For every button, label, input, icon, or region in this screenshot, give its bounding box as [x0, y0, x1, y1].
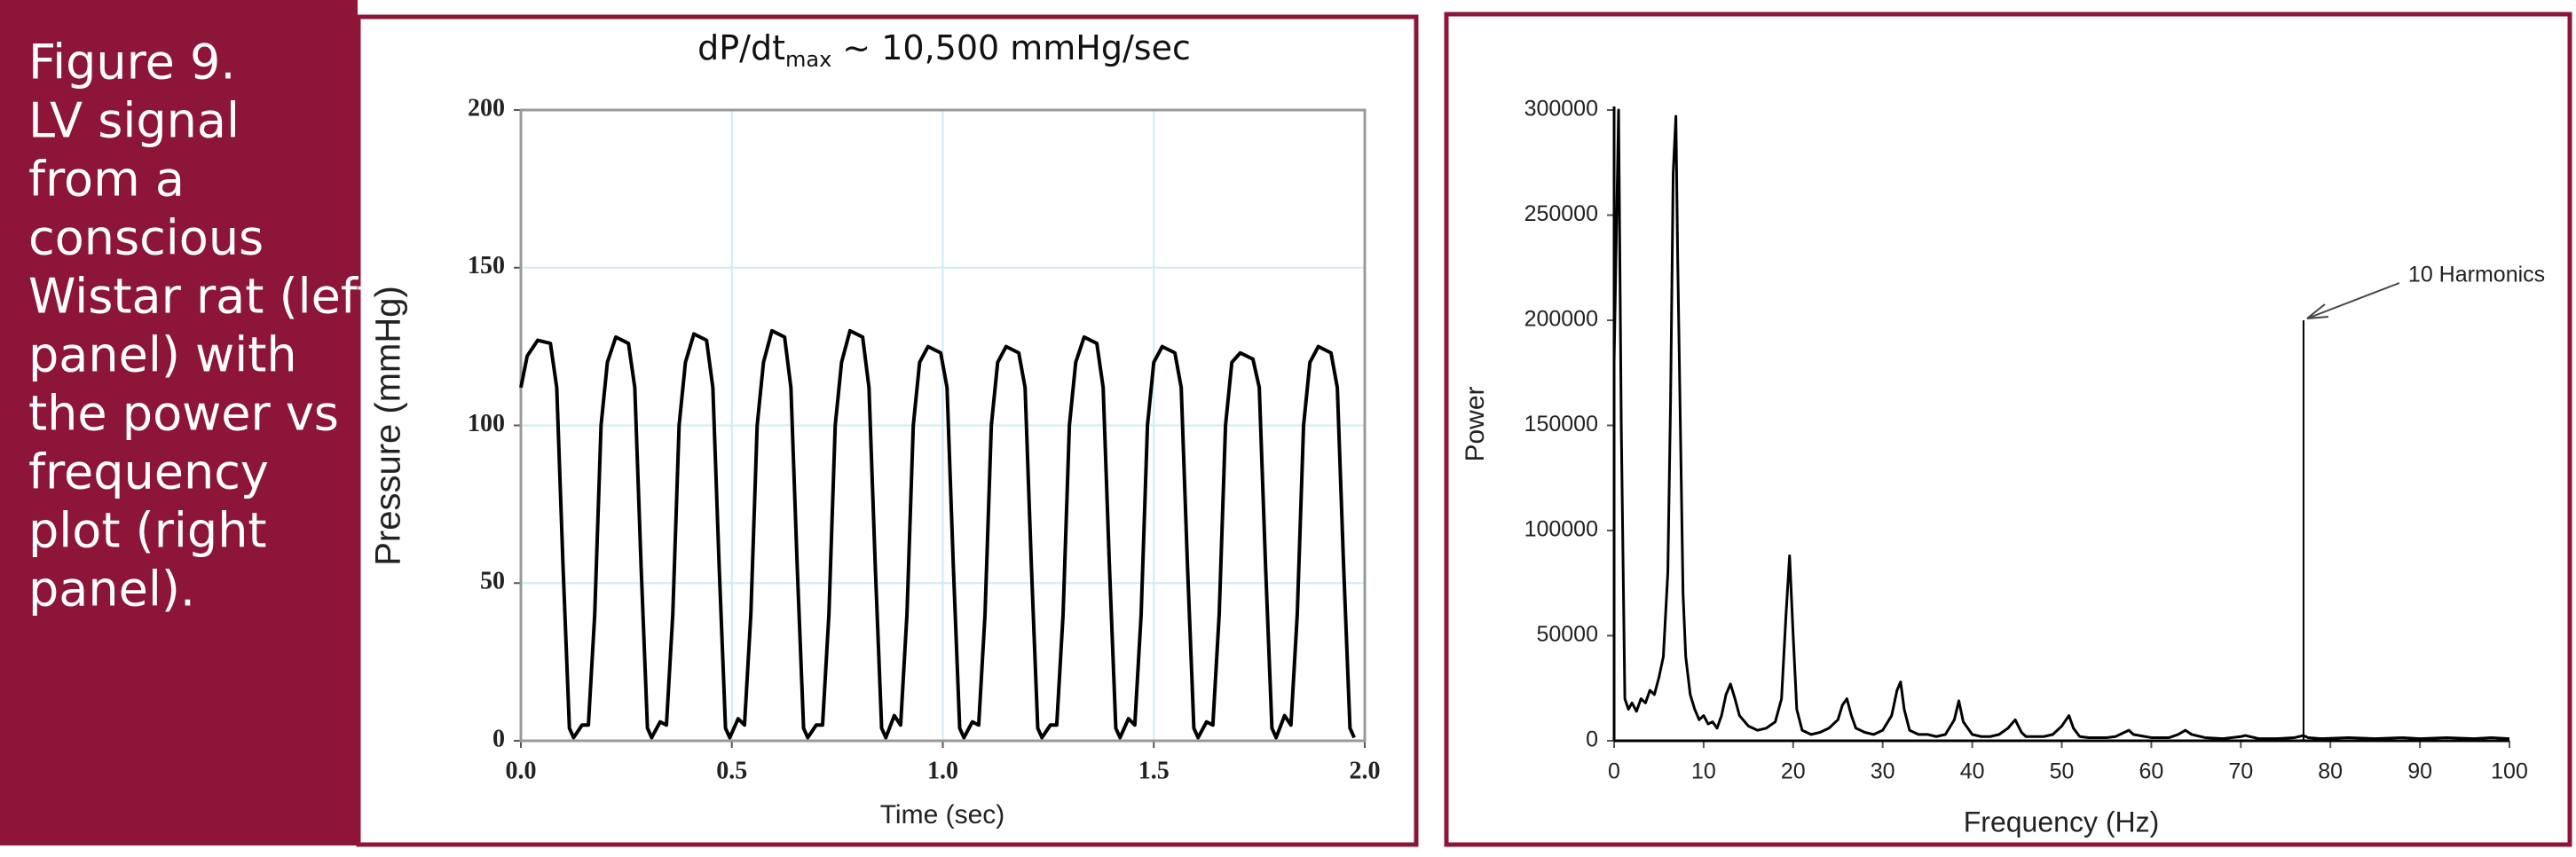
caption-line: from a [28, 152, 185, 208]
x-tick-label: 0.5 [716, 757, 747, 784]
x-axis-label: Frequency (Hz) [1964, 806, 2160, 837]
y-tick-label: 100 [468, 410, 505, 437]
data-line [519, 328, 1356, 740]
title-sub: max [785, 47, 831, 72]
y-tick-label: 50 [480, 568, 505, 595]
caption-line: LV signal [28, 93, 240, 149]
y-tick-label: 100000 [1524, 517, 1598, 542]
y-tick-label: 0 [1586, 727, 1598, 752]
y-axis-label: Power [1461, 386, 1490, 461]
y-tick-label: 50000 [1536, 622, 1598, 647]
caption-line: panel). [28, 562, 195, 617]
title-rest: ~ 10,500 mmHg/sec [842, 28, 1191, 67]
x-tick-label: 50 [2050, 759, 2075, 784]
data-line [1612, 108, 2510, 741]
x-tick-label: 10 [1691, 759, 1716, 784]
x-tick-label: 60 [2139, 759, 2163, 784]
caption-line: frequency [28, 444, 269, 500]
y-axis-label: Pressure (mmHg) [369, 286, 408, 566]
caption-line: Wistar rat (left [28, 269, 375, 325]
right-panel-border [1444, 12, 2572, 847]
x-tick-label: 1.5 [1138, 757, 1170, 784]
x-tick-label: 40 [1960, 759, 1985, 784]
caption-line: plot (right [28, 503, 267, 559]
x-tick-label: 90 [2407, 759, 2432, 784]
x-tick-label: 1.0 [927, 757, 958, 784]
y-tick-label: 200 [468, 94, 505, 122]
plot-frame-top [519, 108, 1367, 743]
caption-line: Figure 9. [28, 35, 236, 90]
caption-line: the power vs [28, 386, 339, 442]
annotation-text: 10 Harmonics [2408, 263, 2545, 287]
chart-title: dP/dtmax ~ 10,500 mmHg/sec [697, 28, 1191, 73]
x-axis-label: Time (sec) [880, 800, 1005, 829]
caption-line: conscious [28, 210, 264, 266]
y-tick-label: 200000 [1524, 307, 1598, 332]
y-tick-label: 150 [468, 252, 505, 279]
caption-line: panel) with [28, 327, 297, 383]
x-tick-label: 2.0 [1350, 757, 1381, 784]
annotation-arrow [2306, 282, 2400, 319]
y-tick-label: 0 [492, 725, 505, 752]
x-tick-label: 70 [2228, 759, 2253, 784]
y-tick-label: 300000 [1524, 97, 1598, 122]
x-tick-label: 0 [1608, 759, 1620, 784]
annotation-arrowhead [2306, 303, 2329, 319]
x-tick-label: 0.0 [506, 757, 537, 784]
title-main: dP/dt [697, 28, 785, 67]
x-tick-label: 30 [1871, 759, 1895, 784]
x-tick-label: 100 [2491, 759, 2528, 784]
caption-box [0, 0, 358, 845]
y-tick-label: 250000 [1524, 201, 1598, 226]
y-tick-label: 150000 [1524, 412, 1598, 436]
x-tick-label: 80 [2318, 759, 2343, 784]
left-panel-border [356, 14, 1419, 847]
x-tick-label: 20 [1781, 759, 1806, 784]
